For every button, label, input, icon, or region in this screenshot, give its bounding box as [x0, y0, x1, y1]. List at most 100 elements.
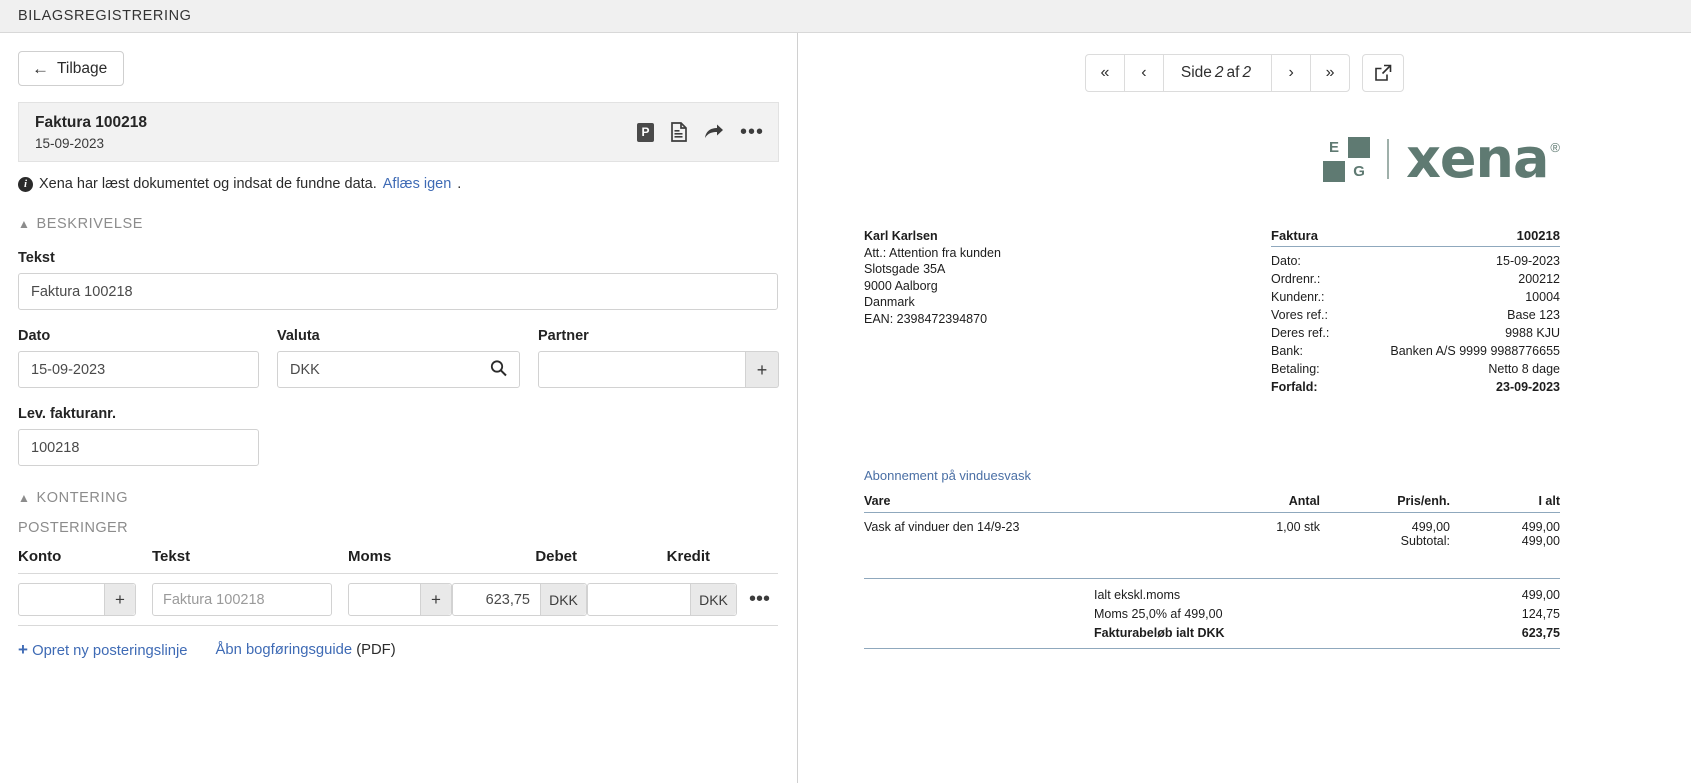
debet-value: 623,75: [485, 591, 530, 608]
meta-label-forfald: Forfald:: [1271, 380, 1318, 394]
meta-label-vores-ref: Vores ref.:: [1271, 308, 1328, 322]
meta-value-bank: Banken A/S 9999 9988776655: [1390, 344, 1560, 358]
item-vare: Vask af vinduer den 14/9-23: [864, 520, 1020, 534]
postings-table: Konto Tekst Moms Debet Kredit + Faktura …: [18, 548, 778, 626]
page-indicator: Side 2 af 2: [1162, 54, 1273, 92]
meta-value-forfald: 23-09-2023: [1496, 380, 1560, 394]
eg-square-bottom-left: [1323, 160, 1346, 182]
eg-letter-e: E: [1329, 138, 1340, 156]
subtotal-label: Subtotal:: [1400, 534, 1450, 548]
invoice-document: E G xena ® Karl Karlsen Att.: Attention …: [798, 128, 1691, 649]
meta-label-kundenr: Kundenr.:: [1271, 290, 1325, 304]
lev-fakturanr-input[interactable]: 100218: [18, 429, 259, 466]
lev-fakturanr-value: 100218: [31, 439, 80, 456]
meta-row-kundenr: Kundenr.: 10004: [1271, 288, 1560, 306]
ocr-info-period: .: [457, 176, 462, 192]
customer-attention: Att.: Attention fra kunden: [864, 245, 1001, 260]
section-header-kontering[interactable]: ▲ KONTERING: [18, 490, 779, 506]
reread-link[interactable]: Aflæs igen: [382, 176, 452, 192]
kredit-currency: DKK: [690, 584, 736, 615]
tekst-input-value: Faktura 100218: [31, 283, 133, 300]
column-header-antal: Antal: [1288, 494, 1320, 508]
back-button[interactable]: ← Tilbage: [18, 51, 125, 86]
more-options-icon[interactable]: •••: [739, 121, 764, 143]
forward-icon[interactable]: [704, 123, 724, 141]
form-row-dato-valuta-partner: Dato 15-09-2023 Valuta DKK: [18, 310, 779, 388]
section-label-kontering: KONTERING: [36, 490, 129, 506]
total-value-moms: 124,75: [1521, 607, 1560, 621]
page-title: BILAGSREGISTRERING: [18, 8, 192, 24]
page-indicator-mid: af: [1226, 64, 1240, 81]
customer-name: Karl Karlsen: [864, 229, 938, 243]
chevron-up-icon: ▲: [18, 217, 31, 231]
meta-value-ordrenr: 200212: [1518, 272, 1560, 286]
first-page-button[interactable]: «: [1084, 54, 1125, 92]
items-table-header: Vare Antal Pris/enh. I alt: [864, 494, 1560, 513]
ocr-info-text: Xena har læst dokumentet og indsat de fu…: [39, 176, 377, 192]
table-row: + Faktura 100218 + 623,75: [18, 574, 778, 626]
search-icon[interactable]: [490, 359, 507, 380]
konto-input[interactable]: +: [18, 583, 136, 616]
tekst-input[interactable]: Faktura 100218: [18, 273, 778, 310]
partner-input[interactable]: [538, 351, 746, 388]
total-row-grand: Fakturabeløb ialt DKK 623,75: [864, 624, 1560, 649]
registration-form-panel: ← Tilbage Faktura 100218 15-09-2023 P: [0, 33, 798, 783]
booking-guide-link[interactable]: Åbn bogføringsguide: [215, 642, 353, 658]
section-header-beskrivelse[interactable]: ▲ BESKRIVELSE: [18, 216, 779, 232]
total-label-grand: Fakturabeløb ialt DKK: [1094, 626, 1225, 640]
pdf-pager-toolbar: « ‹ Side 2 af 2 › »: [798, 33, 1691, 92]
ocr-info-banner: i Xena har læst dokumentet og indsat de …: [18, 176, 779, 192]
total-value-grand: 623,75: [1521, 626, 1560, 640]
posting-tekst-placeholder: Faktura 100218: [163, 591, 265, 608]
debet-input[interactable]: 623,75 DKK: [452, 583, 587, 616]
valuta-input[interactable]: DKK: [277, 351, 520, 388]
moms-input[interactable]: +: [348, 583, 452, 616]
item-ialt: 499,00: [1521, 520, 1560, 534]
booking-guide-suffix: (PDF): [356, 642, 396, 658]
posteringer-label: POSTERINGER: [18, 520, 128, 536]
pdf-icon[interactable]: P: [636, 122, 654, 142]
valuta-label: Valuta: [277, 328, 320, 344]
meta-row-forfald: Forfald: 23-09-2023: [1271, 378, 1560, 396]
meta-row-betaling: Betaling: Netto 8 dage: [1271, 360, 1560, 378]
last-page-button[interactable]: »: [1310, 54, 1351, 92]
kredit-input[interactable]: DKK: [587, 583, 737, 616]
document-icon[interactable]: [670, 122, 688, 142]
customer-ean: EAN: 2398472394870: [864, 311, 988, 326]
dato-input[interactable]: 15-09-2023: [18, 351, 259, 388]
info-icon: i: [18, 176, 33, 192]
debet-currency: DKK: [540, 584, 586, 615]
partner-add-button[interactable]: +: [746, 351, 779, 388]
meta-value-dato: 15-09-2023: [1496, 254, 1560, 268]
page-indicator-current: 2: [1214, 64, 1224, 81]
plus-icon: +: [18, 640, 28, 659]
valuta-input-value: DKK: [290, 361, 320, 378]
document-title: Faktura 100218: [35, 113, 148, 131]
open-external-icon[interactable]: [1362, 54, 1405, 92]
add-posting-line-button[interactable]: + Opret ny posteringslinje: [18, 640, 188, 660]
meta-row-bank: Bank: Banken A/S 9999 9988776655: [1271, 342, 1560, 360]
meta-label-betaling: Betaling:: [1271, 362, 1320, 376]
dato-input-value: 15-09-2023: [31, 361, 106, 378]
row-more-options-icon[interactable]: •••: [749, 588, 771, 610]
total-value-ekskl-moms: 499,00: [1521, 588, 1560, 602]
next-page-button[interactable]: ›: [1271, 54, 1312, 92]
posting-tekst-input[interactable]: Faktura 100218: [152, 583, 332, 616]
meta-label-dato: Dato:: [1271, 254, 1301, 268]
meta-value-kundenr: 10004: [1525, 290, 1560, 304]
meta-value-betaling: Netto 8 dage: [1488, 362, 1560, 376]
section-label-beskrivelse: BESKRIVELSE: [36, 216, 144, 232]
logo-divider: [1387, 139, 1390, 179]
customer-address: Karl Karlsen Att.: Attention fra kunden …: [864, 228, 1001, 396]
invoice-type-label: Faktura: [1271, 228, 1318, 243]
konto-add-button[interactable]: +: [104, 584, 135, 615]
prev-page-button[interactable]: ‹: [1123, 54, 1164, 92]
moms-add-button[interactable]: +: [420, 584, 451, 615]
arrow-left-icon: ←: [32, 59, 49, 78]
column-header-vare: Vare: [864, 494, 891, 508]
customer-city: 9000 Aalborg: [864, 278, 938, 293]
meta-label-deres-ref: Deres ref.:: [1271, 326, 1330, 340]
pdf-pager: « ‹ Side 2 af 2 › »: [1084, 54, 1351, 92]
item-pris: 499,00: [1411, 520, 1450, 534]
lev-fakturanr-label: Lev. fakturanr.: [18, 406, 117, 422]
